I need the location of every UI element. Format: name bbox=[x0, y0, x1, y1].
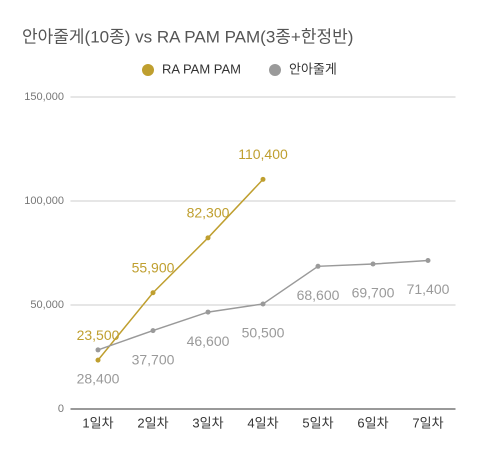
y-tick-label: 150,000 bbox=[24, 91, 64, 103]
data-label: 37,700 bbox=[132, 351, 175, 367]
point bbox=[150, 290, 156, 296]
point bbox=[95, 357, 101, 363]
data-label: 110,400 bbox=[238, 146, 288, 162]
y-tick-label: 0 bbox=[58, 403, 64, 415]
data-label: 69,700 bbox=[352, 285, 395, 301]
x-tick-label: 1일차 bbox=[82, 415, 113, 430]
x-tick-label: 3일차 bbox=[192, 415, 223, 430]
legend-label: 안아줄게 bbox=[289, 61, 337, 76]
x-tick-label: 2일차 bbox=[137, 415, 168, 430]
point bbox=[150, 328, 156, 334]
x-tick-label: 5일차 bbox=[302, 415, 333, 430]
data-label: 46,600 bbox=[187, 333, 230, 349]
legend-marker bbox=[142, 64, 154, 76]
data-label: 68,600 bbox=[297, 287, 340, 303]
line bbox=[97, 178, 264, 361]
data-label: 55,900 bbox=[132, 259, 175, 275]
legend-marker bbox=[269, 64, 281, 76]
x-tick-label: 7일차 bbox=[412, 415, 443, 430]
chart-title: 안아줄게(10종) vs RA PAM PAM(3종+한정반) bbox=[22, 27, 353, 46]
x-tick-label: 6일차 bbox=[357, 415, 388, 430]
point bbox=[425, 257, 431, 263]
point bbox=[315, 263, 321, 269]
point bbox=[370, 261, 376, 267]
data-label: 28,400 bbox=[77, 371, 120, 387]
point bbox=[95, 347, 101, 353]
data-label: 50,500 bbox=[242, 325, 285, 341]
data-label: 82,300 bbox=[187, 205, 230, 221]
point bbox=[205, 309, 211, 315]
point bbox=[260, 301, 266, 307]
data-label: 71,400 bbox=[407, 281, 450, 297]
x-tick-label: 4일차 bbox=[247, 415, 278, 430]
point bbox=[205, 235, 211, 241]
data-label: 23,500 bbox=[77, 327, 120, 343]
point bbox=[260, 176, 266, 182]
legend-label: RA PAM PAM bbox=[162, 61, 241, 76]
y-tick-label: 100,000 bbox=[24, 195, 64, 207]
y-tick-label: 50,000 bbox=[30, 299, 64, 311]
